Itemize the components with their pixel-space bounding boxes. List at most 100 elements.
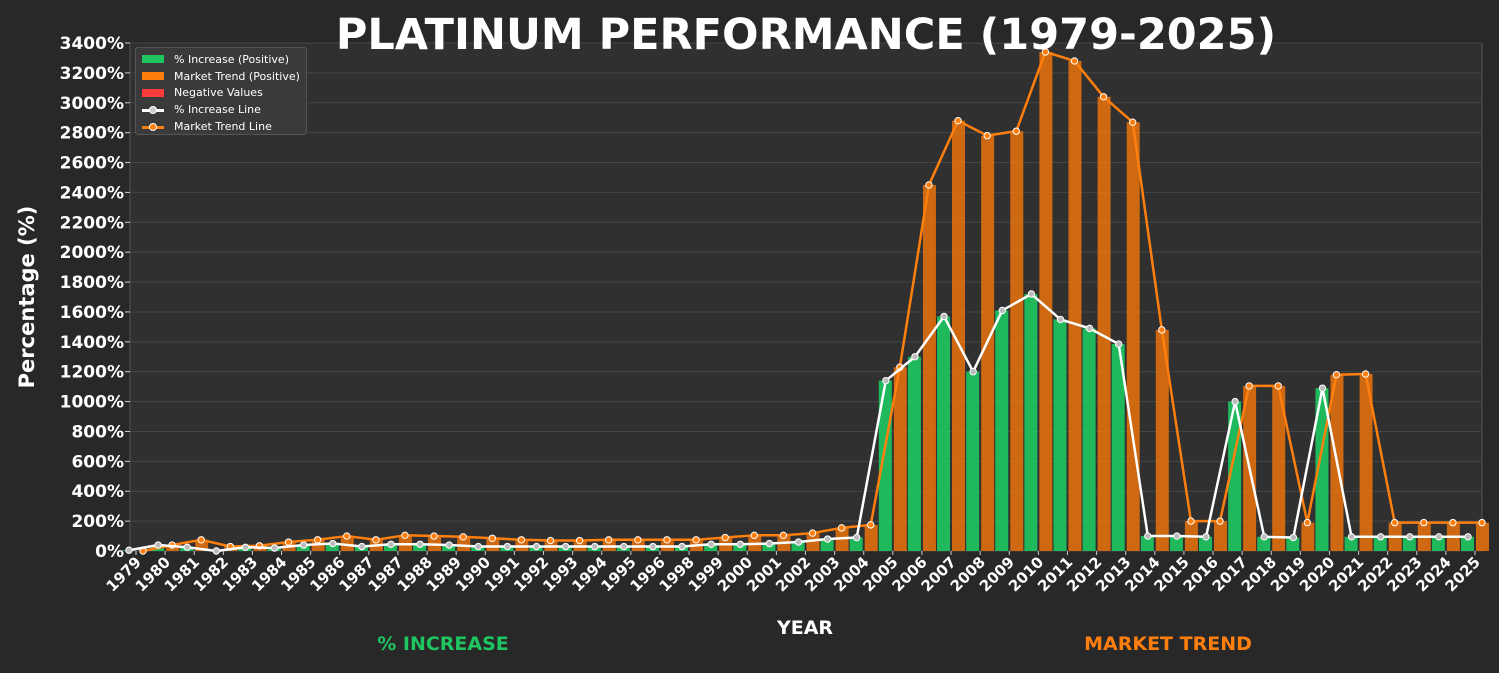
percent-increase-point	[1318, 384, 1327, 392]
percent-increase-footer: % INCREASE	[377, 633, 509, 655]
percent-increase-point	[154, 541, 162, 549]
percent-increase-point	[1260, 533, 1268, 541]
bar-market	[457, 536, 471, 551]
percent-increase-point	[532, 542, 541, 551]
y-tick-label: 600%	[71, 452, 124, 472]
chart-title: PLATINUM PERFORMANCE (1979-2025)	[335, 10, 1277, 60]
bar-increase	[1169, 536, 1183, 551]
market-trend-point	[313, 536, 322, 544]
bar-increase	[820, 539, 834, 551]
market-trend-point	[750, 531, 758, 540]
percent-increase-point	[882, 376, 890, 385]
percent-increase-point	[1144, 532, 1152, 540]
percent-increase-point	[387, 540, 395, 548]
bar-market	[1301, 522, 1315, 551]
market-trend-point	[983, 131, 991, 140]
percent-increase-point	[969, 368, 977, 376]
bar-market	[806, 533, 820, 551]
bar-market	[864, 524, 878, 551]
bar-market	[1097, 96, 1111, 551]
bar-market	[1126, 122, 1140, 551]
market-trend-point	[1012, 127, 1020, 135]
percent-increase-point	[1406, 533, 1414, 541]
bar-increase	[1082, 328, 1096, 551]
bar-market	[893, 367, 907, 551]
x-axis-ticks: 1979198019811982198319841985198619871987…	[103, 551, 1484, 595]
legend-swatch	[142, 55, 164, 64]
percent-increase-point	[794, 538, 803, 546]
percent-increase-point	[212, 547, 221, 555]
percent-increase-point	[765, 539, 774, 548]
market-trend-point	[1274, 382, 1282, 390]
bar-increase	[1111, 344, 1125, 551]
plot-area	[129, 42, 1483, 552]
percent-increase-point	[707, 540, 715, 548]
market-trend-point	[692, 536, 700, 544]
market-trend-point	[954, 116, 962, 125]
market-trend-point	[605, 536, 613, 544]
legend-item-increase-line: % Increase Line	[142, 101, 300, 118]
percent-increase-point	[853, 533, 861, 542]
market-trend-point	[488, 534, 497, 542]
market-trend-point	[1158, 326, 1166, 334]
y-tick-label: 0%	[95, 542, 124, 562]
bar-increase	[1431, 536, 1445, 551]
y-tick-label: 2000%	[60, 243, 124, 263]
bar-increase	[1257, 536, 1271, 551]
percent-increase-point	[241, 543, 250, 551]
percent-increase-point	[1231, 397, 1239, 406]
market-trend-point	[1245, 382, 1253, 390]
y-tick-label: 800%	[71, 422, 124, 442]
legend-line-swatch	[142, 105, 164, 115]
market-trend-point	[1478, 518, 1486, 527]
percent-increase-point	[1464, 533, 1472, 541]
bar-increase	[1286, 537, 1300, 551]
gridlines	[130, 42, 1482, 552]
bar-market	[952, 120, 966, 551]
bar-market	[340, 536, 354, 551]
legend-item-negative: Negative Values	[142, 85, 300, 102]
percent-increase-point	[1173, 532, 1181, 540]
percent-increase-point	[1435, 533, 1443, 541]
legend-line-swatch	[142, 122, 164, 132]
percent-increase-point	[1114, 340, 1123, 348]
y-tick-label: 2800%	[60, 124, 124, 144]
bar-market	[1068, 60, 1082, 551]
bar-increase	[1199, 536, 1213, 551]
market-trend-point	[1449, 518, 1457, 527]
bar-market	[1476, 522, 1489, 551]
percent-increase-point	[1202, 533, 1210, 541]
percent-increase-point	[445, 541, 453, 549]
bar-increase	[762, 543, 776, 551]
bar-market	[486, 538, 500, 551]
series-lines	[125, 48, 1486, 555]
market-trend-point	[284, 538, 293, 546]
percent-increase-point	[998, 306, 1006, 315]
percent-increase-point	[125, 546, 133, 554]
market-trend-point	[1303, 518, 1312, 527]
percent-increase-point	[358, 542, 366, 551]
market-trend-point	[401, 531, 409, 540]
y-tick-label: 3000%	[60, 94, 124, 114]
market-trend-point	[808, 529, 817, 537]
bars	[122, 51, 1489, 552]
bar-market	[922, 184, 936, 552]
market-trend-point	[779, 531, 788, 540]
bar-market	[195, 539, 209, 551]
y-axis-label-text: Percentage (%)	[15, 205, 39, 389]
market-trend-point	[925, 181, 933, 189]
y-tick-label: 3200%	[60, 64, 124, 84]
bar-increase	[907, 356, 921, 551]
bar-increase	[1373, 536, 1387, 551]
market-trend-point	[1070, 57, 1079, 65]
bar-market	[1039, 51, 1053, 551]
market-trend-point	[197, 536, 205, 544]
legend-label: % Increase (Positive)	[174, 52, 289, 66]
y-tick-label: 2400%	[60, 183, 124, 203]
bar-increase	[1402, 536, 1416, 551]
y-tick-label: 2200%	[60, 213, 124, 233]
bar-market	[1010, 131, 1024, 551]
market-trend-point	[372, 536, 380, 544]
y-tick-label: 1200%	[60, 363, 124, 383]
